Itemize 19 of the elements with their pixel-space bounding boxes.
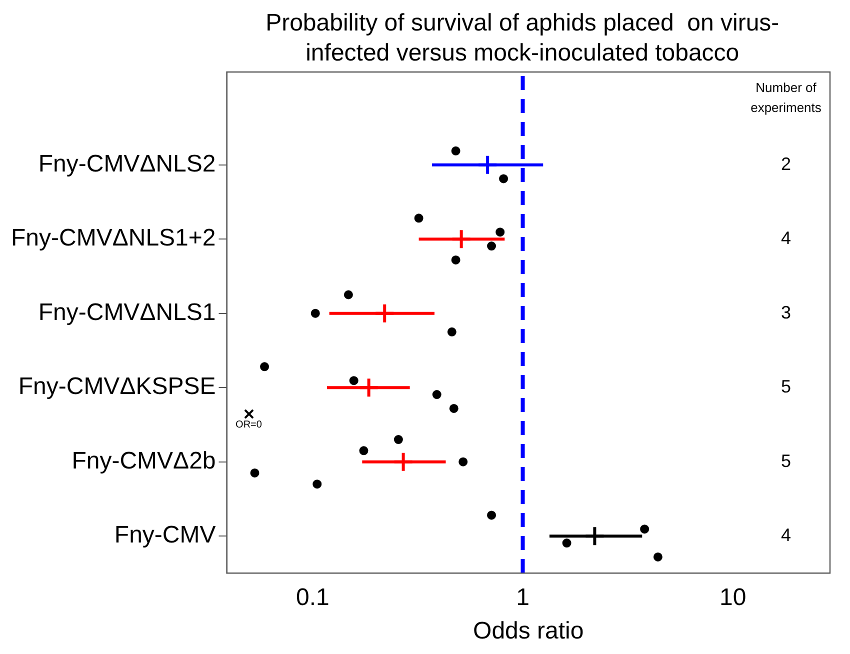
annotation: 3 xyxy=(780,302,792,322)
annotation: Number of experiments xyxy=(750,80,822,116)
x-tick-label: 10 xyxy=(720,584,746,612)
chart-title: Probability of survival of aphids placed on virus- infected versus mock-inoculated tobacco xyxy=(266,10,780,67)
annotation: 2 xyxy=(780,154,792,174)
x-axis-title: Odds ratio xyxy=(473,618,584,645)
annotation: 5 xyxy=(780,376,792,397)
x-tick-label: 1 xyxy=(516,584,530,612)
annotation: 5 xyxy=(780,450,792,471)
x-tick-label: 0.1 xyxy=(296,584,330,612)
y-tick-label: Fny-CMV xyxy=(114,522,216,549)
y-tick-label: Fny-CMVΔKSPSE xyxy=(18,373,216,400)
y-tick-label: Fny-CMVΔNLS1 xyxy=(38,298,216,326)
annotation: OR=0 xyxy=(236,419,262,430)
y-tick-label: Fny-CMVΔ2b xyxy=(72,447,216,474)
y-tick-label: Fny-CMVΔNLS1+2 xyxy=(10,224,216,252)
annotation: 4 xyxy=(780,525,792,546)
y-tick-label: Fny-CMVΔNLS2 xyxy=(38,150,216,178)
annotation: 4 xyxy=(780,228,792,248)
